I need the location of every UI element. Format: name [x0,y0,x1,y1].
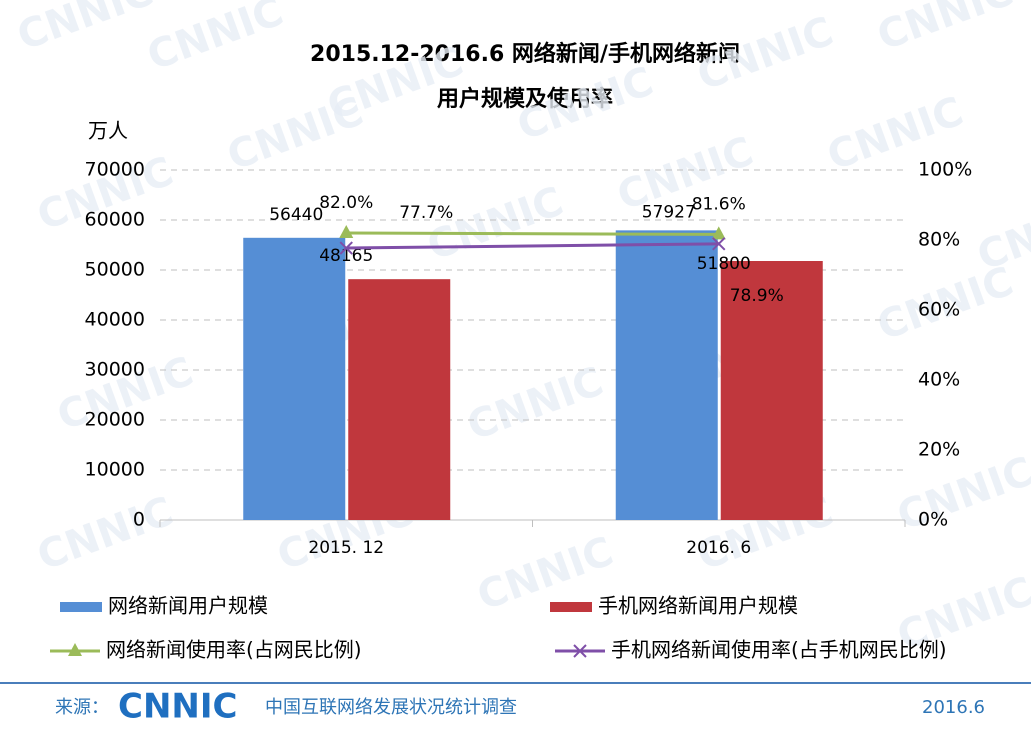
source-date: 2016.6 [922,697,985,718]
watermark: CNNIC [31,488,179,579]
y-tick-label: 60000 [85,209,145,231]
y2-tick-label: 80% [918,229,960,251]
bar [243,237,346,521]
value-label: 81.6% [692,194,746,214]
y2-tick-label: 100% [918,159,972,181]
watermark: CNNIC [461,358,609,449]
legend-marker [573,644,587,658]
y-tick-label: 0 [133,509,145,531]
bar [720,261,823,520]
y-axis-label: 万人 [88,119,128,143]
value-label: 82.0% [319,193,373,213]
source-logo: CNNIC [118,687,237,727]
y-tick-label: 10000 [85,459,145,481]
watermark: CNNIC [511,58,659,149]
watermark: CNNIC [691,8,839,99]
y2-tick-label: 0% [918,509,948,531]
value-label: 48165 [319,246,373,266]
chart-title: 用户规模及使用率 [437,86,613,112]
legend-swatch [60,602,102,612]
legend-label: 手机网络新闻用户规模 [598,594,798,618]
watermark: CNNIC [871,0,1019,60]
marker [339,225,354,238]
line [346,242,719,250]
value-label: 77.7% [399,203,453,223]
x-tick-label: 2015. 12 [308,538,384,558]
y-tick-label: 50000 [85,259,145,281]
y-tick-label: 30000 [85,359,145,381]
y-tick-label: 20000 [85,409,145,431]
legend-swatch [550,602,592,612]
value-label: 56440 [269,205,323,225]
watermark: CNNIC [891,448,1031,539]
watermark: CNNIC [421,178,569,269]
value-label: 51800 [697,254,751,274]
y2-tick-label: 40% [918,369,960,391]
marker [711,226,726,240]
value-label: 57927 [642,202,696,222]
watermark: CNNIC [141,0,289,80]
source-prefix: 来源： [55,697,109,718]
legend-marker [68,643,82,656]
y-tick-label: 40000 [85,309,145,331]
y2-tick-label: 60% [918,299,960,321]
watermark: CNNIC [11,0,159,60]
bar [615,230,718,521]
y2-tick-label: 20% [918,439,960,461]
legend-label: 手机网络新闻使用率(占手机网民比例) [611,638,947,662]
legend-label: 网络新闻用户规模 [108,594,268,618]
chart-title: 2015.12-2016.6 网络新闻/手机网络新闻 [310,41,740,67]
legend-label: 网络新闻使用率(占网民比例) [106,638,362,662]
marker [339,241,353,255]
y-tick-label: 70000 [85,159,145,181]
marker [712,237,726,251]
value-label: 78.9% [730,286,784,306]
line [346,231,719,236]
watermark: CNNIC [221,88,369,179]
bar [348,279,451,520]
x-tick-label: 2016. 6 [686,538,751,558]
source-text: 中国互联网络发展状况统计调查 [265,697,517,718]
